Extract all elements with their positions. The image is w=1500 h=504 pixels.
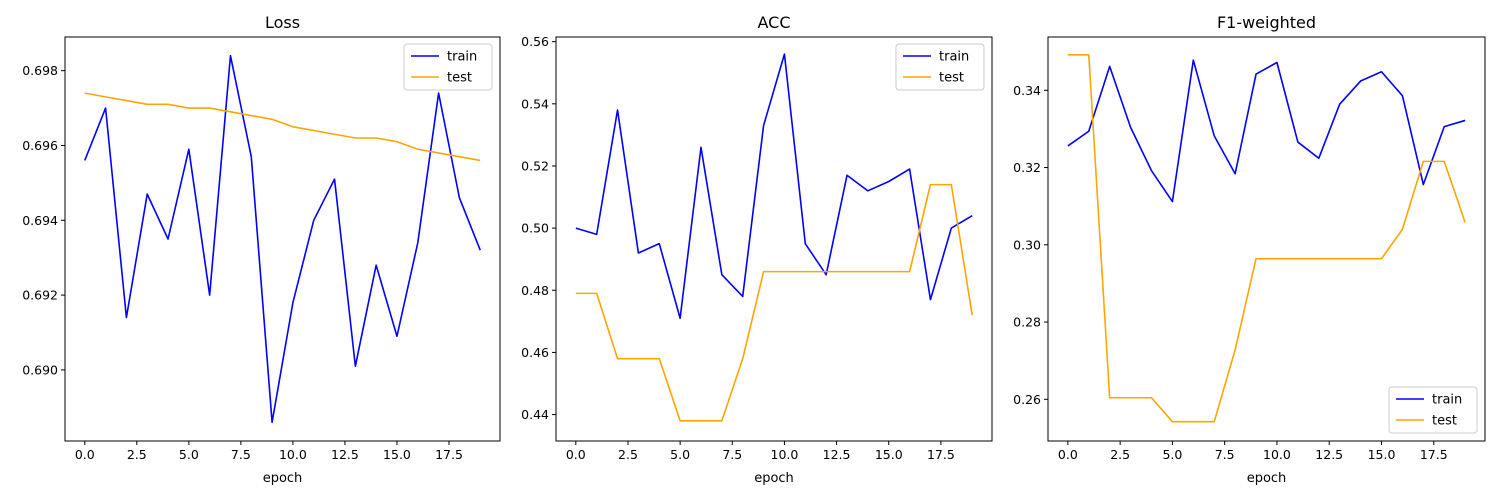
chart-loss-ytick-label: 0.690 — [22, 362, 58, 377]
chart-acc-xtick-label: 0.0 — [566, 447, 586, 462]
chart-f1-weighted-legend: train test — [1388, 386, 1478, 434]
chart-f1-weighted-xtick-label: 5.0 — [1162, 447, 1182, 462]
chart-f1-weighted-title: F1-weighted — [1217, 13, 1316, 32]
chart-acc-axes-frame — [555, 36, 993, 442]
chart-acc-series-test — [575, 183, 973, 422]
chart-f1-weighted-xtick-label: 0.0 — [1058, 447, 1078, 462]
chart-loss-ytick-label: 0.694 — [22, 213, 58, 228]
chart-acc-xtick-label: 7.5 — [722, 447, 742, 462]
chart-acc-ytick-label: 0.54 — [521, 96, 549, 111]
chart-f1-weighted-axes-frame — [1047, 36, 1486, 442]
chart-acc-xtick-label: 17.5 — [927, 447, 955, 462]
chart-acc-xtick-label: 5.0 — [670, 447, 690, 462]
chart-loss-ytick-label: 0.698 — [22, 63, 58, 78]
chart-f1-weighted-series-train — [1067, 59, 1466, 203]
chart-loss-axes-frame — [64, 36, 501, 442]
chart-acc-ytick-label: 0.52 — [521, 158, 549, 173]
chart-acc-xtick-label: 12.5 — [823, 447, 851, 462]
chart-loss-xtick-label: 7.5 — [231, 447, 251, 462]
chart-acc-series-train — [575, 53, 973, 320]
chart-loss-xtick-label: 2.5 — [127, 447, 147, 462]
chart-loss-legend-label-train: train — [447, 50, 477, 65]
chart-acc-xtick-label: 2.5 — [618, 447, 638, 462]
chart-acc-legend-label-train: train — [939, 50, 969, 65]
chart-acc-ytick-label: 0.44 — [521, 407, 549, 422]
chart-loss-legend-label-test: test — [447, 71, 472, 86]
chart-f1-weighted-xlabel: epoch — [1247, 471, 1287, 486]
chart-acc-xlabel: epoch — [754, 471, 794, 486]
chart-loss-series-test — [84, 92, 481, 162]
chart-acc-legend-label-test: test — [939, 71, 964, 86]
chart-loss-xtick-label: 5.0 — [179, 447, 199, 462]
chart-f1-weighted-xtick-label: 7.5 — [1215, 447, 1235, 462]
chart-acc-title: ACC — [757, 13, 790, 32]
chart-loss-xtick-label: 12.5 — [331, 447, 359, 462]
chart-loss-xtick-label: 15.0 — [383, 447, 411, 462]
chart-loss-xtick-label: 0.0 — [75, 447, 95, 462]
chart-f1-weighted-xtick-label: 2.5 — [1110, 447, 1130, 462]
chart-acc-ytick-label: 0.50 — [521, 221, 549, 236]
chart-loss-xlabel: epoch — [263, 471, 303, 486]
chart-acc-ytick-label: 0.48 — [521, 283, 549, 298]
chart-f1-weighted-legend-label-test: test — [1432, 414, 1457, 429]
chart-loss-series-train — [84, 54, 481, 424]
chart-loss-xtick-label: 10.0 — [279, 447, 307, 462]
chart-f1-weighted-xtick-label: 10.0 — [1263, 447, 1291, 462]
chart-f1-weighted-xtick-label: 17.5 — [1420, 447, 1448, 462]
chart-f1-weighted-ytick-label: 0.32 — [1013, 160, 1041, 175]
chart-loss-legend: train test — [403, 43, 493, 91]
chart-f1-weighted-xtick-label: 12.5 — [1315, 447, 1343, 462]
chart-acc-xtick-label: 10.0 — [771, 447, 799, 462]
chart-f1-weighted-ytick-label: 0.30 — [1013, 237, 1041, 252]
chart-acc-ytick-label: 0.56 — [521, 34, 549, 49]
chart-loss-title: Loss — [265, 13, 300, 32]
chart-f1-weighted-ytick-label: 0.28 — [1013, 315, 1041, 330]
chart-f1-weighted: F1-weighted 0.0 2.5 5.0 7.5 10.0 12.5 15.0 17.5 0… — [1013, 13, 1486, 486]
chart-f1-weighted-series-test — [1067, 53, 1466, 423]
chart-acc-ytick-label: 0.46 — [521, 345, 549, 360]
chart-f1-weighted-legend-label-train: train — [1432, 393, 1462, 408]
chart-loss-xtick-label: 17.5 — [435, 447, 463, 462]
chart-acc: ACC 0.0 2.5 5.0 7.5 10.0 12.5 15.0 17.5 0.44 0.46 0… — [521, 13, 993, 486]
chart-loss: Loss 0.0 2.5 5.0 7.5 10.0 12.5 15.0 17.5 0.690 0.6… — [22, 13, 501, 486]
chart-loss-ytick-label: 0.696 — [22, 138, 58, 153]
chart-f1-weighted-ytick-label: 0.34 — [1013, 83, 1041, 98]
chart-acc-xtick-label: 15.0 — [875, 447, 903, 462]
chart-f1-weighted-xtick-label: 15.0 — [1368, 447, 1396, 462]
chart-acc-legend: train test — [895, 43, 985, 91]
chart-f1-weighted-ytick-label: 0.26 — [1013, 392, 1041, 407]
chart-loss-ytick-label: 0.692 — [22, 288, 58, 303]
